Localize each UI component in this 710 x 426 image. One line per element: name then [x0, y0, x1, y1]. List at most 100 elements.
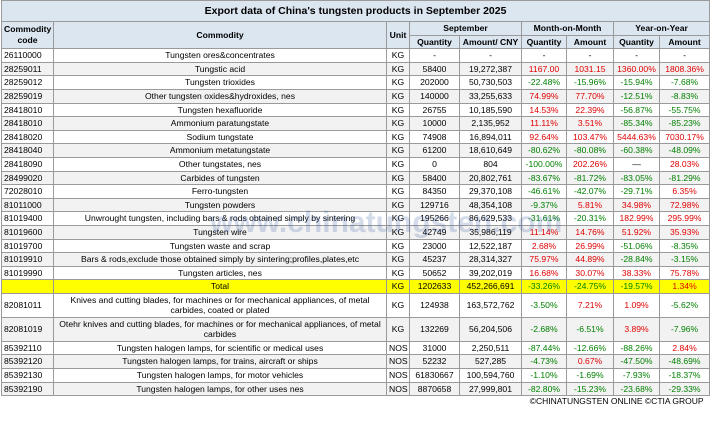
- change-value: 182.99%: [613, 211, 660, 226]
- change-value: -23.68%: [613, 381, 660, 397]
- september-value: 19,272,387: [459, 61, 522, 77]
- september-value: 48,354,108: [459, 197, 522, 213]
- change-value: -56.87%: [613, 102, 660, 118]
- september-value: 10,185,590: [459, 102, 522, 118]
- change-value: -88.26%: [613, 340, 660, 356]
- commodity-code: 81011000: [1, 197, 54, 213]
- commodity-code: 82081011: [1, 292, 54, 318]
- september-value: 56,204,506: [459, 316, 522, 342]
- september-value: 42749: [409, 224, 460, 240]
- change-value: -28.84%: [613, 252, 660, 267]
- change-value: -24.75%: [566, 279, 614, 294]
- change-value: -31.61%: [521, 211, 567, 226]
- change-value: 26.99%: [566, 238, 614, 254]
- change-value: 0.67%: [566, 354, 614, 370]
- change-value: 77.70%: [566, 88, 614, 104]
- commodity-name: Tungstic acid: [53, 61, 387, 77]
- table-row: 26110000 Tungsten ores&concentrates KG - - - -…: [1, 48, 710, 63]
- change-value: -33.26%: [521, 279, 567, 294]
- unit: KG: [386, 75, 410, 90]
- commodity-code: 26110000: [1, 48, 54, 63]
- table-row: 81019600 Tungsten wire KG 42749 35,986,119 11…: [1, 224, 710, 240]
- change-value: -7.93%: [613, 368, 660, 383]
- change-value: -18.37%: [658, 368, 710, 383]
- change-value: 44.89%: [566, 252, 614, 267]
- change-value: 1.34%: [658, 279, 710, 294]
- unit: KG: [386, 116, 410, 131]
- commodity-name: Tungsten waste and scrap: [53, 238, 387, 254]
- commodity-name: Sodium tungstate: [53, 129, 387, 145]
- unit: KG: [386, 129, 410, 145]
- table-row: 85392120 Tungsten halogen lamps, for trai…: [1, 354, 710, 370]
- unit: KG: [386, 211, 410, 226]
- september-value: 124938: [409, 292, 460, 318]
- table-row: 28259011 Tungstic acid KG 58400 19,272,387 11…: [1, 61, 710, 77]
- september-value: 26755: [409, 102, 460, 118]
- change-value: -29.33%: [658, 381, 710, 397]
- unit: KG: [386, 184, 410, 199]
- commodity-code: 28418040: [1, 143, 54, 158]
- september-value: 804: [459, 156, 522, 172]
- september-value: 8870658: [409, 381, 460, 397]
- change-value: 5.81%: [566, 197, 614, 213]
- table-row: 81019910 Bars & rods,exclude those obtain…: [1, 252, 710, 267]
- change-value: 1031.15: [566, 61, 614, 77]
- change-value: -9.37%: [521, 197, 567, 213]
- table-row: 85392130 Tungsten halogen lamps, for moto…: [1, 368, 710, 383]
- september-value: 29,370,108: [459, 184, 522, 199]
- commodity-code: 85392120: [1, 354, 54, 370]
- change-value: 5444.63%: [613, 129, 660, 145]
- table-row: 28418010 Tungsten hexafluoride KG 26755 10,1…: [1, 102, 710, 118]
- commodity-code: 28418090: [1, 156, 54, 172]
- table-row: 82081011 Knives and cutting blades, for m…: [1, 292, 710, 318]
- change-value: 16.68%: [521, 265, 567, 281]
- commodity-code: 28259012: [1, 75, 54, 90]
- change-value: -12.66%: [566, 340, 614, 356]
- change-value: -: [613, 48, 660, 63]
- unit: KG: [386, 279, 410, 294]
- commodity-code: 81019600: [1, 224, 54, 240]
- september-value: 527,285: [459, 354, 522, 370]
- change-value: -8.35%: [658, 238, 710, 254]
- september-value: 28,314,327: [459, 252, 522, 267]
- unit: KG: [386, 156, 410, 172]
- change-value: -8.83%: [658, 88, 710, 104]
- sub-header: Amount/ CNY: [459, 34, 522, 50]
- september-value: 132269: [409, 316, 460, 342]
- change-value: -3.50%: [521, 292, 567, 318]
- change-value: -19.57%: [613, 279, 660, 294]
- september-value: 12,522,187: [459, 238, 522, 254]
- change-value: -80.62%: [521, 143, 567, 158]
- change-value: 51.92%: [613, 224, 660, 240]
- change-value: 34.98%: [613, 197, 660, 213]
- change-value: 74.99%: [521, 88, 567, 104]
- september-value: 195266: [409, 211, 460, 226]
- table-row: 81019990 Tungsten articles, nes KG 50652 39,…: [1, 265, 710, 281]
- change-value: -15.94%: [613, 75, 660, 90]
- unit: KG: [386, 61, 410, 77]
- unit: KG: [386, 197, 410, 213]
- unit: NOS: [386, 354, 410, 370]
- change-value: 22.39%: [566, 102, 614, 118]
- september-value: 0: [409, 156, 460, 172]
- change-value: -87.44%: [521, 340, 567, 356]
- september-value: -: [409, 48, 460, 63]
- commodity-name: Knives and cutting blades, for machines …: [53, 292, 387, 318]
- commodity-name: Tungsten wire: [53, 224, 387, 240]
- unit: KG: [386, 102, 410, 118]
- col-header: Unit: [386, 20, 410, 50]
- change-value: 35.93%: [658, 224, 710, 240]
- change-value: -83.67%: [521, 170, 567, 186]
- change-value: 92.64%: [521, 129, 567, 145]
- change-value: 28.03%: [658, 156, 710, 172]
- change-value: -48.69%: [658, 354, 710, 370]
- september-value: 31000: [409, 340, 460, 356]
- table-row: 81019700 Tungsten waste and scrap KG 23000 1…: [1, 238, 710, 254]
- september-value: 61200: [409, 143, 460, 158]
- september-value: 33,255,633: [459, 88, 522, 104]
- table-row: 28418020 Sodium tungstate KG 74908 16,894,01…: [1, 129, 710, 145]
- change-value: 1808.36%: [658, 61, 710, 77]
- commodity-name: Other tungstates, nes: [53, 156, 387, 172]
- commodity-name: Tungsten trioxides: [53, 75, 387, 90]
- unit: KG: [386, 252, 410, 267]
